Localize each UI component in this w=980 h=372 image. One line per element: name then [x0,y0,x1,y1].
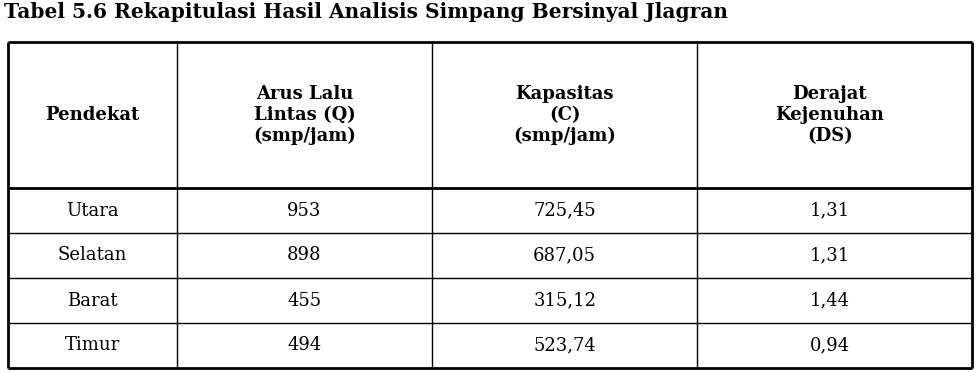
Text: 0,94: 0,94 [809,337,850,355]
Text: 315,12: 315,12 [533,292,596,310]
Text: Tabel 5.6 Rekapitulasi Hasil Analisis Simpang Bersinyal Jlagran: Tabel 5.6 Rekapitulasi Hasil Analisis Si… [4,2,728,22]
Text: 1,31: 1,31 [809,202,850,219]
Text: 523,74: 523,74 [533,337,596,355]
Text: 898: 898 [287,247,321,264]
Text: 1,31: 1,31 [809,247,850,264]
Text: Kapasitas
(C)
(smp/jam): Kapasitas (C) (smp/jam) [514,85,616,145]
Text: Utara: Utara [66,202,119,219]
Text: Timur: Timur [65,337,120,355]
Text: 953: 953 [287,202,321,219]
Text: Pendekat: Pendekat [45,106,139,124]
Text: Selatan: Selatan [58,247,127,264]
Text: 1,44: 1,44 [809,292,850,310]
Text: Arus Lalu
Lintas (Q)
(smp/jam): Arus Lalu Lintas (Q) (smp/jam) [253,85,356,145]
Text: 687,05: 687,05 [533,247,596,264]
Text: 725,45: 725,45 [533,202,596,219]
Text: 455: 455 [287,292,321,310]
Text: Barat: Barat [67,292,118,310]
Text: 494: 494 [287,337,321,355]
Text: Derajat
Kejenuhan
(DS): Derajat Kejenuhan (DS) [775,85,884,145]
